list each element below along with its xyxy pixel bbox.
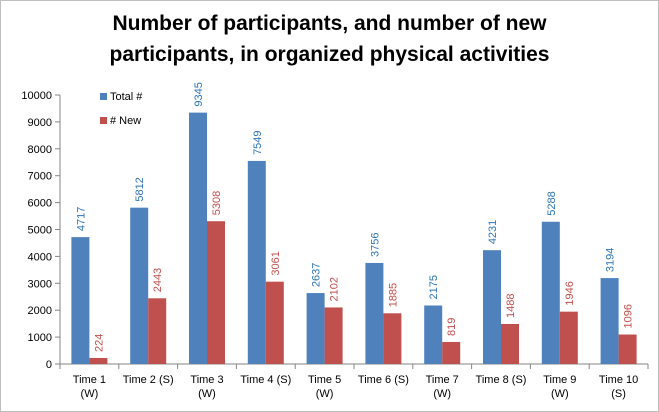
bar [424,305,443,364]
data-label: 5812 [134,177,146,201]
bar [501,323,519,364]
bar [189,112,207,364]
x-tick-label: Time 1 [73,374,106,386]
x-tick-label: (W) [551,388,569,400]
chart-title-line-2: participants, in organized physical acti… [109,43,550,66]
bar [130,207,149,364]
y-tick-label: 7000 [28,171,52,183]
bar [600,278,619,364]
data-label: 2443 [152,268,164,292]
legend-swatch [100,117,107,124]
y-tick-label: 10000 [21,90,52,102]
y-tick-label: 2000 [28,305,52,317]
x-tick-label: Time 5 [308,374,341,386]
bar [306,293,325,364]
data-label: 1946 [564,281,576,305]
data-label: 4717 [75,207,87,231]
data-label: 3194 [605,248,617,272]
bar [247,160,266,364]
data-label: 2637 [311,263,323,287]
chart-title-line-1: Number of participants, and number of ne… [112,12,547,35]
data-label: 5308 [211,191,223,215]
legend-label: # New [110,115,141,127]
bar [365,262,384,364]
x-tick-label: Time 8 (S) [476,374,527,386]
bar [324,307,343,364]
x-tick-label: (W) [433,388,451,400]
x-tick-label: Time 2 (S) [123,374,174,386]
bar [71,237,90,364]
x-tick-label: Time 3 [190,374,223,386]
bar [265,281,284,364]
x-tick-label: Time 7 [426,374,459,386]
data-label: 3756 [369,232,381,256]
data-label: 1096 [623,304,635,328]
bar [148,298,167,364]
y-tick-label: 8000 [28,144,52,156]
x-tick-label: Time 10 [599,374,638,386]
data-label: 224 [93,334,105,352]
y-tick-label: 5000 [28,225,52,237]
data-label: 2175 [428,275,440,299]
bar [207,221,225,364]
x-tick-label: Time 9 [543,374,576,386]
data-label: 1885 [387,283,399,307]
y-tick-label: 3000 [28,278,52,290]
x-tick-label: (W) [81,388,99,400]
bar [89,357,108,364]
x-tick-label: Time 4 (S) [240,374,291,386]
y-tick-label: 4000 [28,251,52,263]
data-label: 7549 [252,130,264,154]
data-label: 4231 [487,220,499,244]
bar [483,250,501,364]
bar [442,341,461,364]
bar [541,221,560,364]
bar [383,313,402,364]
data-label: 819 [446,318,458,336]
bar [618,334,637,364]
legend-swatch [100,93,107,100]
data-label: 1488 [505,293,517,317]
data-label: 5288 [546,191,558,215]
y-tick-label: 9000 [28,117,52,129]
chart-title: Number of participants, and number of ne… [0,8,659,70]
y-tick-label: 1000 [28,332,52,344]
x-tick-label: (W) [316,388,334,400]
data-label: 3061 [270,251,282,275]
bar [559,311,578,364]
data-label: 9345 [193,82,205,106]
legend-label: Total # [110,91,143,103]
x-tick-label: Time 6 (S) [358,374,409,386]
y-tick-label: 6000 [28,198,52,210]
data-label: 2102 [329,277,341,301]
x-tick-label: (W) [198,388,216,400]
x-tick-label: (S) [611,388,626,400]
y-tick-label: 0 [46,359,52,371]
